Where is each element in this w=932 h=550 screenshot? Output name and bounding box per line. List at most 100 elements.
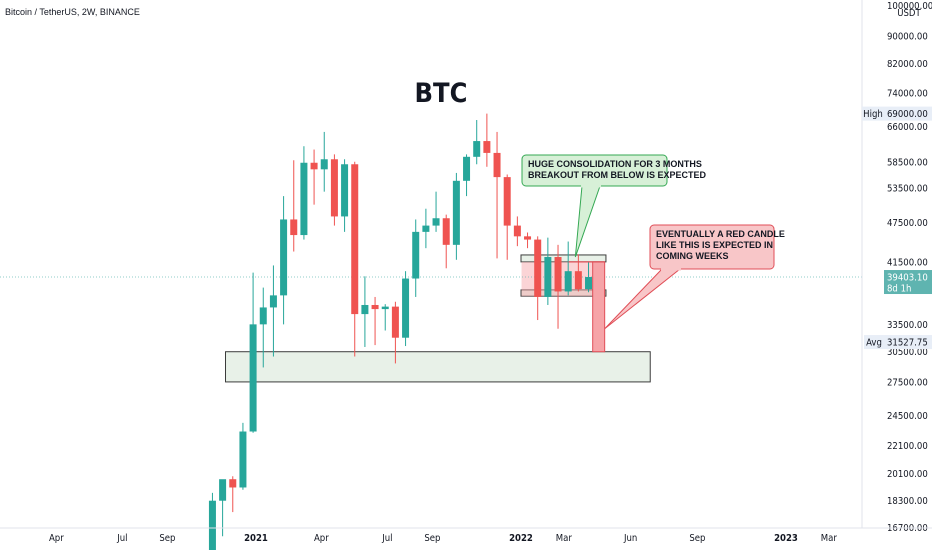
time-tick-label: 2023 (774, 533, 798, 544)
candle[interactable] (503, 174, 511, 260)
candle-body (320, 159, 328, 170)
candle-body (310, 162, 318, 170)
price-tick-label: 18300.00 (887, 496, 928, 507)
candle-body (361, 304, 369, 315)
candle-body (239, 431, 247, 488)
candle[interactable] (544, 237, 552, 305)
avg-label: Avg (866, 338, 882, 349)
candle-body (432, 218, 440, 226)
time-tick-label: Jul (116, 533, 127, 544)
candle[interactable] (534, 236, 542, 321)
chart-title: BTC (415, 78, 468, 109)
candle-body (290, 219, 298, 236)
high-value: 69000.00 (887, 109, 928, 120)
callout-text-line: HUGE CONSOLIDATION FOR 3 MONTHS (528, 159, 702, 169)
candle-body (524, 236, 532, 240)
candle-body (574, 271, 582, 290)
candle-body (503, 177, 511, 226)
candle-body (463, 156, 471, 181)
candle-body (280, 219, 288, 296)
time-tick-label: Sep (689, 533, 705, 544)
high-label-box (862, 106, 884, 121)
candle-body (544, 257, 552, 297)
last-price-box (884, 270, 932, 295)
candle[interactable] (402, 271, 410, 347)
price-tick-label: 53500.00 (887, 183, 928, 194)
candle[interactable] (422, 208, 430, 249)
candle[interactable] (371, 296, 379, 346)
price-tick-label: 27500.00 (887, 377, 928, 388)
candle[interactable] (432, 191, 440, 232)
candle-body (371, 304, 379, 310)
last-price-value: 39403.10 (887, 273, 928, 284)
candle[interactable] (452, 172, 460, 260)
price-tick-label: 47500.00 (887, 218, 928, 229)
candle[interactable] (280, 196, 288, 325)
candle[interactable] (290, 160, 298, 252)
candle-body (564, 271, 572, 292)
candle[interactable] (351, 161, 359, 357)
callout-pointer (574, 185, 601, 258)
time-tick-label: Mar (556, 533, 573, 544)
candle[interactable] (229, 476, 237, 513)
avg-label-box (864, 335, 884, 350)
callout-joint (581, 184, 601, 188)
candle[interactable] (585, 261, 593, 293)
candle-body (229, 479, 237, 488)
callout-pointer (604, 268, 682, 330)
red-candle-callout[interactable] (649, 224, 775, 270)
callout-text-line: LIKE THIS IS EXPECTED IN (656, 240, 773, 250)
candle-body (585, 277, 593, 290)
candle[interactable] (483, 113, 491, 167)
candle[interactable] (269, 265, 277, 357)
candle-body (381, 306, 389, 310)
candle[interactable] (412, 219, 420, 297)
candle-body (219, 479, 227, 501)
currency-label: USDT (897, 8, 921, 19)
candle[interactable] (361, 276, 369, 347)
candle[interactable] (463, 154, 471, 197)
support-zone[interactable] (225, 351, 651, 383)
candle[interactable] (341, 159, 349, 232)
candle[interactable] (310, 149, 318, 205)
price-tick-label: 22100.00 (887, 441, 928, 452)
projected-red-candle[interactable] (592, 261, 606, 353)
consolidation-bottom[interactable] (520, 289, 607, 297)
candle-body (442, 218, 450, 245)
candle[interactable] (330, 154, 338, 226)
candle-body (330, 159, 338, 217)
candle[interactable] (554, 244, 562, 329)
candle[interactable] (513, 216, 521, 247)
candle-body (341, 164, 349, 217)
candle[interactable] (239, 422, 247, 490)
candle[interactable] (524, 232, 532, 249)
candle[interactable] (208, 492, 216, 550)
candle-body (534, 239, 542, 297)
candle[interactable] (493, 131, 501, 259)
candle-body (249, 324, 257, 432)
consolidation-top[interactable] (520, 254, 607, 263)
price-tick-label: 82000.00 (887, 59, 928, 70)
time-tick-label: Jun (623, 533, 637, 544)
candle-body (351, 164, 359, 315)
callout-text-line: COMING WEEKS (656, 251, 729, 261)
callout-text-line: EVENTUALLY A RED CANDLE (656, 229, 785, 239)
candle[interactable] (564, 241, 572, 296)
candle[interactable] (381, 304, 389, 331)
candle[interactable] (442, 214, 450, 269)
candle[interactable] (259, 287, 267, 368)
time-tick-label: 2022 (509, 533, 533, 544)
candle-body (554, 257, 562, 292)
candle-body (300, 162, 308, 236)
candle[interactable] (249, 272, 257, 433)
candle[interactable] (473, 120, 481, 165)
candle[interactable] (300, 146, 308, 240)
candle-body (452, 180, 460, 245)
price-tick-label: 30500.00 (887, 347, 928, 358)
candle[interactable] (574, 254, 582, 292)
candle[interactable] (320, 131, 328, 192)
symbol-header: Bitcoin / TetherUS, 2W, BINANCE (5, 7, 140, 17)
time-tick-label: Mar (821, 533, 838, 544)
candle[interactable] (391, 301, 399, 364)
